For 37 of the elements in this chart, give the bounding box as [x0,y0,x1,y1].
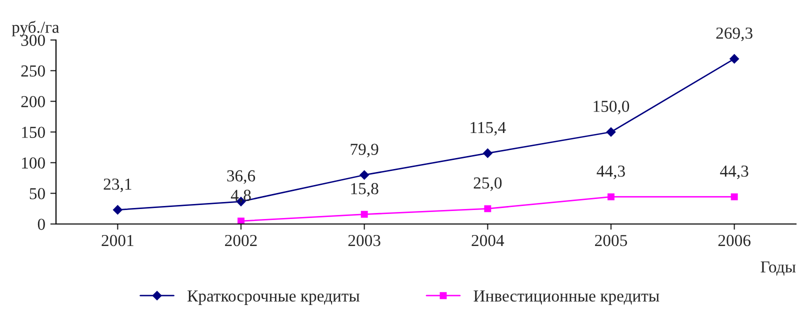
point [484,205,492,212]
point [483,148,492,158]
data-label: 44,3 [596,166,625,180]
legend-label: Краткосрочные кредиты [188,290,360,305]
y-tick-label: 250 [21,65,45,77]
point [360,170,369,180]
point [238,218,244,224]
point [606,127,616,137]
x-tick-label: 2005 [595,234,628,246]
x-tick-label: 2002 [225,234,257,246]
legend-label: Инвестиционные кредиты [474,290,660,305]
point [608,193,614,200]
point [360,210,368,218]
data-label: 25,0 [474,177,502,192]
data-label: 44,3 [720,166,748,180]
y-tick-label: 100 [22,157,45,169]
data-label: 23,1 [104,178,132,192]
y-tick-label: 0 [38,218,45,230]
point [730,193,738,200]
data-label: 269,3 [716,28,752,42]
x-tick-label: 2006 [718,234,751,246]
y-tick-label: 200 [21,96,45,108]
data-label: 115,4 [470,122,506,136]
data-label: 150,0 [594,100,630,114]
x-tick-label: 2004 [472,234,504,246]
data-label: 15,8 [351,183,378,197]
y-tick-label: 50 [30,188,45,200]
x-axis-title: Годы [760,261,796,276]
data-label: 79,9 [350,144,378,158]
point [730,54,739,64]
data-label: 36,6 [227,170,256,184]
y-tick-label: 300 [21,34,45,46]
y-tick-label: 150 [22,126,45,138]
y-axis-title: руб./га [12,20,60,36]
x-tick-label: 2001 [102,234,134,246]
point [113,205,122,214]
x-tick-label: 2003 [348,234,380,246]
